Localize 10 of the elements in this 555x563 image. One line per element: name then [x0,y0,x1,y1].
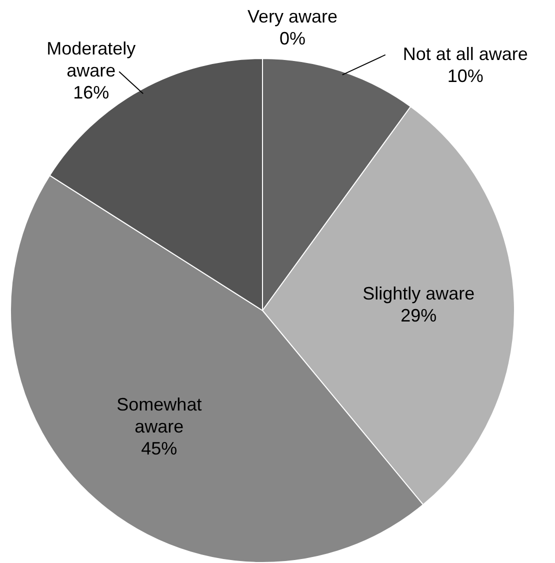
data-label: 10% [447,66,484,86]
slice-label: Somewhat aware [116,394,202,437]
slice-label: Moderately aware [46,38,136,81]
slice-label: Not at all aware [402,44,528,64]
slice-label: Slightly aware [362,284,475,304]
data-label: 29% [400,306,437,326]
text: 0% [279,28,306,48]
data-label: 16% [73,82,110,103]
data-label: 45% [141,438,178,459]
category-label: Very aware [247,6,338,26]
